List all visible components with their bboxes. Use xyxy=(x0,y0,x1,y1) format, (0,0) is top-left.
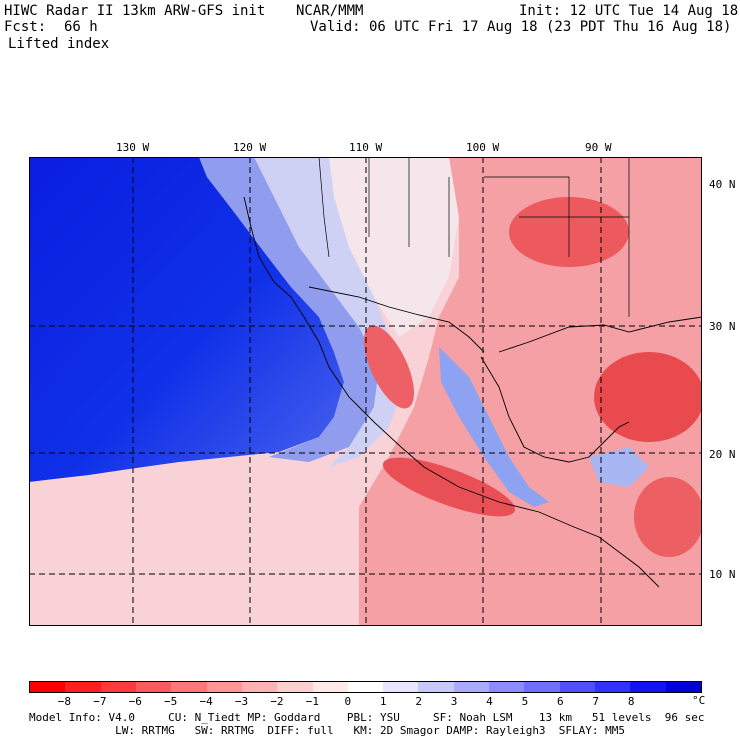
colorbar-swatch-1 xyxy=(65,682,101,692)
colorbar-swatch-2 xyxy=(100,682,136,692)
lifted-index-colorbar xyxy=(29,681,702,693)
lon-label-100w: 100 W xyxy=(466,141,500,154)
colorbar-tick-label: 6 xyxy=(557,695,564,708)
pacific-coastline xyxy=(243,196,660,588)
lifted-index-map xyxy=(29,157,702,626)
colorbar-tick-label: −7 xyxy=(93,695,107,708)
us-mexico-border xyxy=(308,286,485,353)
unstable-core-gulf xyxy=(594,352,702,442)
colorbar-swatch-14 xyxy=(524,682,560,692)
forecast-label: Fcst: xyxy=(4,19,47,35)
unstable-core-gulf-of-california xyxy=(363,325,415,409)
colorbar-unit: °C xyxy=(692,694,706,707)
lat-label-40n: 40 N xyxy=(709,178,736,191)
colorbar-tick-label: 0 xyxy=(344,695,352,708)
model-info-line-1: Model Info: V4.0 CU: N_Tiedt MP: Goddard… xyxy=(29,711,705,724)
colorbar-tick-label: 8 xyxy=(627,695,635,708)
unstable-continent-field xyxy=(359,157,702,626)
colorbar-swatch-13 xyxy=(489,682,525,692)
colorbar-swatch-17 xyxy=(630,682,666,692)
colorbar-tick-label: −6 xyxy=(128,695,142,708)
colorbar-swatch-5 xyxy=(206,682,242,692)
organization-label: NCAR/MMM xyxy=(296,3,364,19)
transition-band xyxy=(199,157,379,462)
unstable-core-caribbean xyxy=(634,477,702,557)
lon-label-110w: 110 W xyxy=(349,141,383,154)
unstable-core-mexico-coast xyxy=(382,457,516,517)
lat-label-30n: 30 N xyxy=(709,320,736,333)
lon-label-90w: 90 W xyxy=(585,141,612,154)
forecast-hour: 66 h xyxy=(64,19,98,35)
colorbar-swatch-15 xyxy=(559,682,595,692)
colorbar-swatch-7 xyxy=(277,682,313,692)
lon-label-120w: 120 W xyxy=(233,141,267,154)
colorbar-tick-label: −3 xyxy=(234,695,249,708)
field-name: Lifted index xyxy=(8,36,110,52)
state-borders xyxy=(318,157,630,317)
colorbar-swatch-8 xyxy=(312,682,348,692)
colorbar-swatch-0 xyxy=(30,682,66,692)
map-border xyxy=(29,157,702,626)
colorbar-swatch-10 xyxy=(383,682,419,692)
stable-pacific-region xyxy=(29,157,344,482)
lat-lon-grid xyxy=(29,157,702,626)
lat-label-20n: 20 N xyxy=(709,448,736,461)
colorbar-tick-label: −8 xyxy=(57,695,72,708)
yucatan-stable xyxy=(589,447,649,487)
gulf-coastline xyxy=(480,356,630,463)
colorbar-tick-label: −2 xyxy=(270,695,284,708)
model-title: HIWC Radar II 13km ARW-GFS init xyxy=(4,3,266,19)
map-canvas xyxy=(29,157,702,626)
colorbar-swatch-18 xyxy=(665,682,701,692)
colorbar-swatch-3 xyxy=(135,682,172,692)
lon-label-130w: 130 W xyxy=(116,141,150,154)
western-us-field xyxy=(329,157,459,337)
colorbar-tick-label: 5 xyxy=(521,695,529,708)
colorbar-swatch-9 xyxy=(347,682,384,692)
colorbar-swatch-12 xyxy=(453,682,490,692)
colorbar-tick-label: −1 xyxy=(305,695,319,708)
init-time: Init: 12 UTC Tue 14 Aug 18 xyxy=(519,3,739,19)
colorbar-tick-label: 7 xyxy=(592,695,600,708)
model-info-line-2: LW: RRTMG SW: RRTMG DIFF: full KM: 2D Sm… xyxy=(29,724,626,737)
colorbar-tick-label: −4 xyxy=(199,695,213,708)
lat-label-10n: 10 N xyxy=(709,568,736,581)
mexican-plateau-stable xyxy=(439,347,549,507)
colorbar-tick-label: 1 xyxy=(379,695,387,708)
us-gulf-coastline xyxy=(498,316,702,353)
colorbar-tick-label: 2 xyxy=(415,695,422,708)
colorbar-swatch-4 xyxy=(171,682,207,692)
colorbar-tick-label: 3 xyxy=(450,695,458,708)
weak-stable-band xyxy=(254,157,404,467)
colorbar-swatch-16 xyxy=(595,682,631,692)
colorbar-swatch-6 xyxy=(241,682,278,692)
colorbar-swatch-11 xyxy=(418,682,454,692)
colorbar-tick-label: 4 xyxy=(486,695,493,708)
valid-time: Valid: 06 UTC Fri 17 Aug 18 (23 PDT Thu … xyxy=(310,19,732,35)
colorbar-tick-label: −5 xyxy=(164,695,178,708)
